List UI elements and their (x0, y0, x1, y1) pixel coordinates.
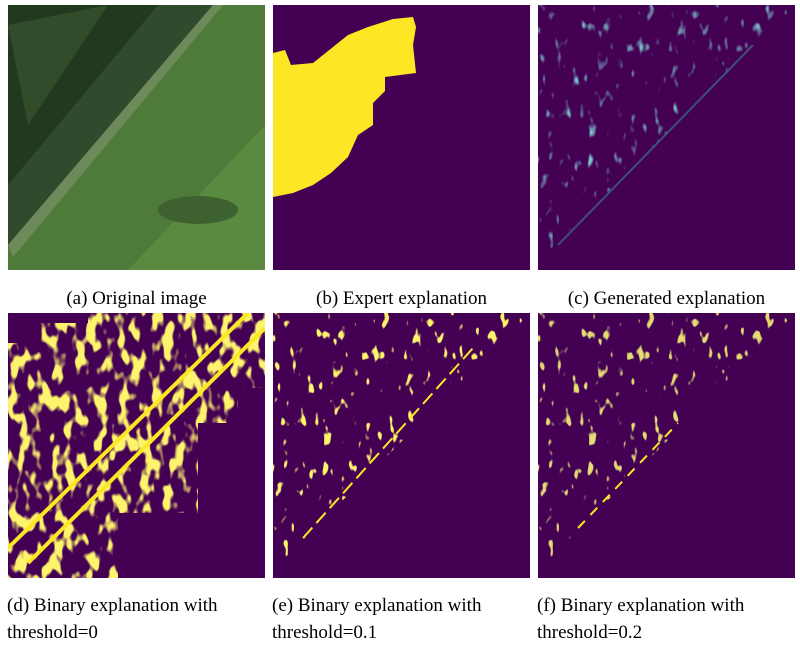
caption: (a) Original image (4, 285, 269, 312)
caption: (e) Binary explanation with threshold=0.… (272, 592, 534, 646)
binary-explanation-0-1 (273, 313, 530, 578)
binary-explanation-0-2 (538, 313, 795, 578)
generated-explanation (538, 5, 795, 270)
original-image (8, 5, 265, 270)
caption: (c) Generated explanation (534, 285, 799, 312)
caption: (f) Binary explanation with threshold=0.… (537, 592, 799, 646)
caption: (d) Binary explanation with threshold=0 (7, 592, 269, 646)
figure-page: (a) Original image (b) Expert explanatio… (0, 0, 800, 646)
caption: (b) Expert explanation (269, 285, 534, 312)
expert-explanation (273, 5, 530, 270)
binary-explanation-0 (8, 313, 265, 578)
